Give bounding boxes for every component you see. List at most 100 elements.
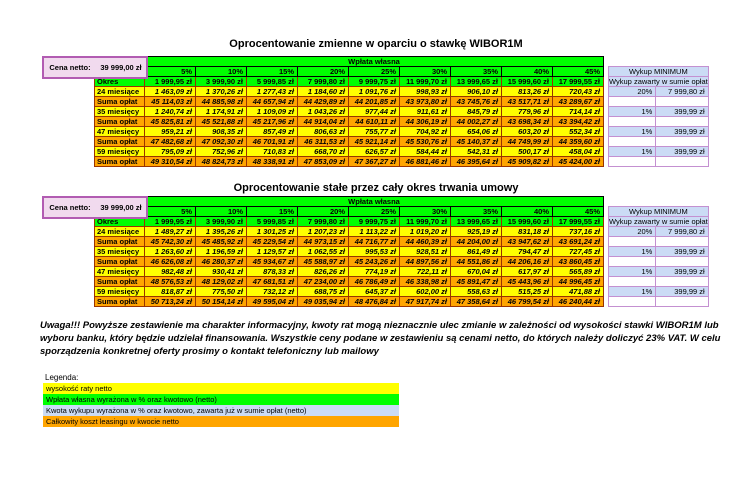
row-label: Suma opłat <box>94 276 145 287</box>
amount-cell: 49 035,94 zł <box>297 296 349 307</box>
rate-header-row: 5% 10% 15% 20% 25% 30% 35% 40% 45% <box>94 206 604 217</box>
buyout-percent-cell <box>607 296 657 307</box>
amount-cell: 795,09 zł <box>144 146 196 157</box>
amount-cell: 471,88 zł <box>552 286 604 297</box>
amount-cell: 602,00 zł <box>399 286 451 297</box>
table-row: Suma opłat 48 576,53 zł 48 129,02 zł 47 681… <box>94 276 604 287</box>
rate-column-header: 45% <box>552 206 604 217</box>
amount-cell: 775,50 zł <box>195 286 247 297</box>
amount-cell: 3 999,90 zł <box>195 216 247 227</box>
amount-cell: 46 395,64 zł <box>450 156 502 167</box>
amount-cell: 46 701,91 zł <box>246 136 298 147</box>
rate-column-header: 5% <box>144 206 196 217</box>
amount-cell: 1 263,60 zł <box>144 246 196 257</box>
amount-cell: 45 825,81 zł <box>144 116 196 127</box>
buyout-row <box>607 116 709 127</box>
amount-cell: 44 002,27 zł <box>450 116 502 127</box>
amount-cell: 752,96 zł <box>195 146 247 157</box>
buyout-title: Wykup MINIMUM <box>608 66 709 77</box>
buyout-row <box>607 256 709 267</box>
buyout-title-row: Wykup MINIMUM <box>608 206 709 217</box>
amount-cell: 45 229,54 zł <box>246 236 298 247</box>
amount-cell: 857,49 zł <box>246 126 298 137</box>
amount-cell: 818,87 zł <box>144 286 196 297</box>
buyout-row <box>607 276 709 287</box>
buyout-amount-cell: 399,99 zł <box>655 266 709 277</box>
buyout-amount-cell: 399,99 zł <box>655 246 709 257</box>
amount-cell: 45 485,92 zł <box>195 236 247 247</box>
table-row: 47 miesięcy 959,21 zł 908,35 zł 857,49 zł 80… <box>94 126 604 137</box>
rate-header-row: 5% 10% 15% 20% 25% 30% 35% 40% 45% <box>94 66 604 77</box>
amount-cell: 11 999,70 zł <box>399 76 451 87</box>
row-label: 24 miesiące <box>94 226 145 237</box>
amount-cell: 722,11 zł <box>399 266 451 277</box>
amount-cell: 3 999,90 zł <box>195 76 247 87</box>
amount-cell: 1 463,09 zł <box>144 86 196 97</box>
table-row: 24 miesiące 1 463,09 zł 1 370,26 zł 1 277,4… <box>94 86 604 97</box>
amount-cell: 710,83 zł <box>246 146 298 157</box>
amount-cell: 1 277,43 zł <box>246 86 298 97</box>
amount-cell: 43 745,76 zł <box>450 96 502 107</box>
buyout-amount-cell: 7 999,80 zł <box>655 86 709 97</box>
amount-cell: 43 698,34 zł <box>501 116 553 127</box>
amount-cell: 584,44 zł <box>399 146 451 157</box>
amount-cell: 1 240,74 zł <box>144 106 196 117</box>
rate-column-header: 40% <box>501 66 553 77</box>
row-label: Suma opłat <box>94 296 145 307</box>
amount-cell: 45 909,82 zł <box>501 156 553 167</box>
buyout-amount-cell <box>655 296 709 307</box>
amount-cell: 861,49 zł <box>450 246 502 257</box>
buyout-row <box>607 236 709 247</box>
buyout-row <box>607 136 709 147</box>
table-row: 47 miesięcy 982,48 zł 930,41 zł 878,33 zł 82… <box>94 266 604 277</box>
amount-cell: 906,10 zł <box>450 86 502 97</box>
buyout-amount-cell <box>655 256 709 267</box>
down-payment-header: Wpłata własna <box>144 196 604 207</box>
amount-cell: 44 657,94 zł <box>246 96 298 107</box>
amount-cell: 45 742,30 zł <box>144 236 196 247</box>
amount-cell: 45 217,96 zł <box>246 116 298 127</box>
amount-cell: 1 129,57 zł <box>246 246 298 257</box>
rate-column-header: 10% <box>195 66 247 77</box>
rate-column-header: 25% <box>348 66 400 77</box>
amount-cell: 542,31 zł <box>450 146 502 157</box>
amount-cell: 47 681,51 zł <box>246 276 298 287</box>
row-label: 47 miesięcy <box>94 126 145 137</box>
buyout-row <box>607 296 709 307</box>
table-row: Suma opłat 45 825,81 zł 45 521,88 zł 45 217… <box>94 116 604 127</box>
amount-cell: 1 109,09 zł <box>246 106 298 117</box>
buyout-subtitle-row: Wykup zawarty w sumie opłat <box>608 76 709 87</box>
buyout-row <box>607 96 709 107</box>
amount-cell: 1 395,26 zł <box>195 226 247 237</box>
amount-cell: 44 885,98 zł <box>195 96 247 107</box>
fixed-rate-section: Oprocentowanie stałe przez cały okres tr… <box>42 182 710 322</box>
price-box: Cena netto: 39 999,00 zł <box>42 56 148 79</box>
rate-column-header: 40% <box>501 206 553 217</box>
amount-cell: 977,44 zł <box>348 106 400 117</box>
amount-cell: 1 043,26 zł <box>297 106 349 117</box>
buyout-amount-cell: 399,99 zł <box>655 286 709 297</box>
buyout-minimum-table: Wykup MINIMUM Wykup zawarty w sumie opła… <box>607 206 709 307</box>
buyout-row <box>607 156 709 167</box>
fixed-rate-grid: Cena netto: 39 999,00 zł Wpłata własna 5… <box>42 196 710 320</box>
amount-cell: 44 749,99 zł <box>501 136 553 147</box>
buyout-percent-cell: 1% <box>607 126 657 137</box>
buyout-amount-cell: 7 999,80 zł <box>655 226 709 237</box>
buyout-percent-cell <box>607 96 657 107</box>
buyout-percent-cell: 1% <box>607 266 657 277</box>
buyout-percent-cell: 20% <box>607 226 657 237</box>
amount-cell: 43 691,24 zł <box>552 236 604 247</box>
row-label: 35 miesięcy <box>94 106 145 117</box>
amount-cell: 1 113,22 zł <box>348 226 400 237</box>
buyout-row: 20% 7 999,80 zł <box>607 86 709 97</box>
amount-cell: 908,35 zł <box>195 126 247 137</box>
buyout-minimum-table: Wykup MINIMUM Wykup zawarty w sumie opła… <box>607 66 709 167</box>
rate-column-header: 5% <box>144 66 196 77</box>
amount-cell: 1 196,59 zł <box>195 246 247 257</box>
rate-column-header: 45% <box>552 66 604 77</box>
amount-cell: 45 530,76 zł <box>399 136 451 147</box>
buyout-percent-cell <box>607 136 657 147</box>
amount-cell: 982,48 zł <box>144 266 196 277</box>
amount-cell: 44 306,19 zł <box>399 116 451 127</box>
amount-cell: 928,51 zł <box>399 246 451 257</box>
